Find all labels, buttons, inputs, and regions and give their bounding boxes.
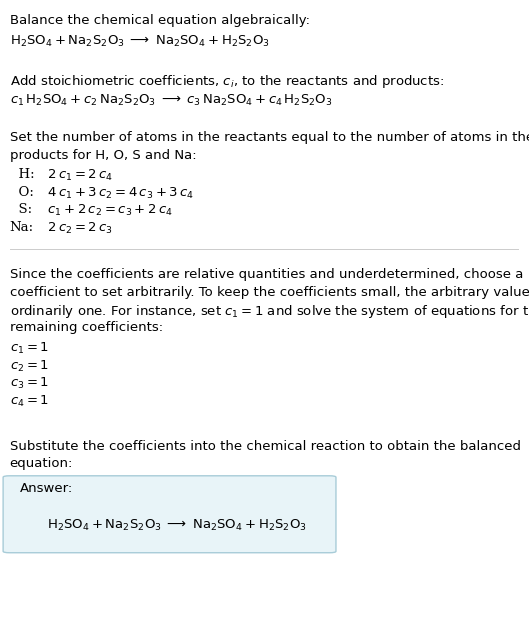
Text: Add stoichiometric coefficients, $c_i$, to the reactants and products:: Add stoichiometric coefficients, $c_i$, …: [10, 73, 444, 90]
Text: $\mathrm{H_2SO_4 + Na_2S_2O_3 \;\longrightarrow\; Na_2SO_4 + H_2S_2O_3}$: $\mathrm{H_2SO_4 + Na_2S_2O_3 \;\longrig…: [47, 518, 306, 533]
Text: $\;2\,c_1 = 2\,c_4$: $\;2\,c_1 = 2\,c_4$: [44, 168, 114, 183]
Text: $\mathregular{H_2SO_4 + Na_2S_2O_3 \;\longrightarrow\; Na_2SO_4 + H_2S_2O_3}$: $\mathregular{H_2SO_4 + Na_2S_2O_3 \;\lo…: [10, 34, 269, 49]
Text: $c_1 = 1$: $c_1 = 1$: [10, 341, 49, 356]
Text: $c_1\,\mathrm{H_2SO_4} + c_2\,\mathrm{Na_2S_2O_3} \;\longrightarrow\; c_3\,\math: $c_1\,\mathrm{H_2SO_4} + c_2\,\mathrm{Na…: [10, 93, 332, 108]
FancyBboxPatch shape: [3, 476, 336, 553]
Text: O:: O:: [10, 186, 33, 199]
Text: $c_2 = 1$: $c_2 = 1$: [10, 359, 49, 374]
Text: ordinarily one. For instance, set $c_1 = 1$ and solve the system of equations fo: ordinarily one. For instance, set $c_1 =…: [10, 303, 529, 320]
Text: $c_4 = 1$: $c_4 = 1$: [10, 394, 49, 409]
Text: Na:: Na:: [10, 221, 34, 234]
Text: $\;c_1 + 2\,c_2 = c_3 + 2\,c_4$: $\;c_1 + 2\,c_2 = c_3 + 2\,c_4$: [44, 203, 173, 218]
Text: Balance the chemical equation algebraically:: Balance the chemical equation algebraica…: [10, 14, 309, 27]
Text: coefficient to set arbitrarily. To keep the coefficients small, the arbitrary va: coefficient to set arbitrarily. To keep …: [10, 286, 529, 299]
Text: H:: H:: [10, 168, 34, 181]
Text: $c_3 = 1$: $c_3 = 1$: [10, 376, 49, 391]
Text: Set the number of atoms in the reactants equal to the number of atoms in the: Set the number of atoms in the reactants…: [10, 132, 529, 144]
Text: $\;4\,c_1 + 3\,c_2 = 4\,c_3 + 3\,c_4$: $\;4\,c_1 + 3\,c_2 = 4\,c_3 + 3\,c_4$: [44, 186, 194, 201]
Text: Answer:: Answer:: [20, 482, 74, 495]
Text: $\;2\,c_2 = 2\,c_3$: $\;2\,c_2 = 2\,c_3$: [44, 221, 113, 236]
Text: remaining coefficients:: remaining coefficients:: [10, 321, 162, 334]
Text: Since the coefficients are relative quantities and underdetermined, choose a: Since the coefficients are relative quan…: [10, 268, 523, 282]
Text: products for H, O, S and Na:: products for H, O, S and Na:: [10, 149, 196, 162]
Text: S:: S:: [10, 203, 32, 216]
Text: Substitute the coefficients into the chemical reaction to obtain the balanced: Substitute the coefficients into the che…: [10, 440, 521, 453]
Text: equation:: equation:: [10, 457, 73, 470]
